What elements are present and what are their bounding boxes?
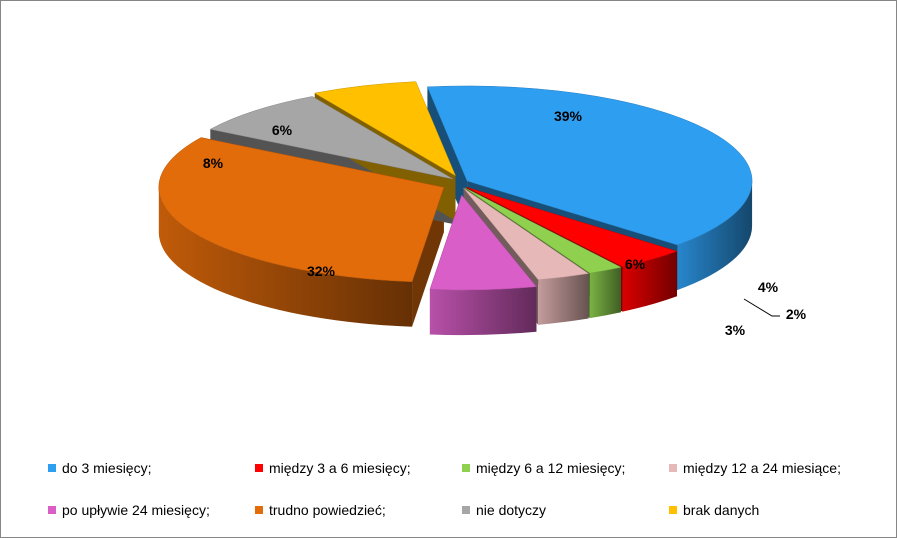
legend-swatch	[462, 464, 470, 472]
data-label-4: 3%	[725, 322, 746, 338]
pie-slice-2	[466, 186, 678, 267]
data-label-7: 8%	[203, 155, 224, 171]
legend-swatch	[48, 464, 56, 472]
legend-swatch	[255, 506, 263, 514]
pie-chart: 39% 4% 2% 3% 6% 32% 8% 6%	[158, 81, 807, 338]
legend-label: nie dotyczy	[476, 502, 547, 518]
legend-label: między 3 a 6 miesięcy;	[269, 460, 411, 476]
legend-item-6: trudno powiedzieć;	[255, 502, 386, 518]
pie-slice-6	[158, 137, 445, 283]
pie-slice-side	[589, 267, 621, 319]
pie-slice-side	[677, 180, 753, 291]
pie-slice-1	[427, 85, 753, 246]
pie-slice-side	[429, 286, 537, 336]
legend-item-4: między 12 a 24 miesiące;	[669, 460, 841, 476]
legend-item-5: po upływie 24 miesięcy;	[48, 502, 210, 518]
pie-slice-4	[463, 187, 590, 281]
legend-swatch	[669, 464, 677, 472]
pie-slice-side	[538, 273, 589, 325]
pie-slice-side	[158, 187, 413, 327]
data-label-3: 2%	[786, 306, 807, 322]
pie-slice-3	[464, 187, 622, 274]
data-label-1: 39%	[554, 108, 583, 124]
legend-item-7: nie dotyczy	[462, 502, 546, 518]
chart-legend: do 3 miesięcy; między 3 a 6 miesięcy; międ…	[0, 440, 897, 530]
legend-swatch	[255, 464, 263, 472]
legend-item-1: do 3 miesięcy;	[48, 460, 151, 476]
pie-slice-7	[209, 96, 454, 180]
legend-item-3: między 6 a 12 miesięcy;	[462, 460, 625, 476]
pie-slice-8	[314, 81, 457, 177]
pie-slice-side	[622, 251, 677, 312]
legend-label: brak danych	[683, 502, 760, 518]
legend-label: po upływie 24 miesięcy;	[62, 502, 210, 518]
legend-item-8: brak danych	[669, 502, 759, 518]
leader-line	[743, 298, 780, 317]
legend-swatch	[48, 506, 56, 514]
data-label-8: 6%	[272, 122, 293, 138]
legend-item-2: między 3 a 6 miesięcy;	[255, 460, 411, 476]
legend-label: między 12 a 24 miesiące;	[683, 460, 841, 476]
data-label-5: 6%	[625, 256, 646, 272]
data-label-6: 32%	[307, 263, 336, 279]
legend-swatch	[669, 506, 677, 514]
legend-swatch	[462, 506, 470, 514]
legend-label: do 3 miesięcy;	[62, 460, 152, 476]
data-label-2: 4%	[758, 279, 779, 295]
legend-label: między 6 a 12 miesięcy;	[476, 460, 626, 476]
legend-label: trudno powiedzieć;	[269, 502, 386, 518]
pie-slice-5	[429, 194, 537, 291]
